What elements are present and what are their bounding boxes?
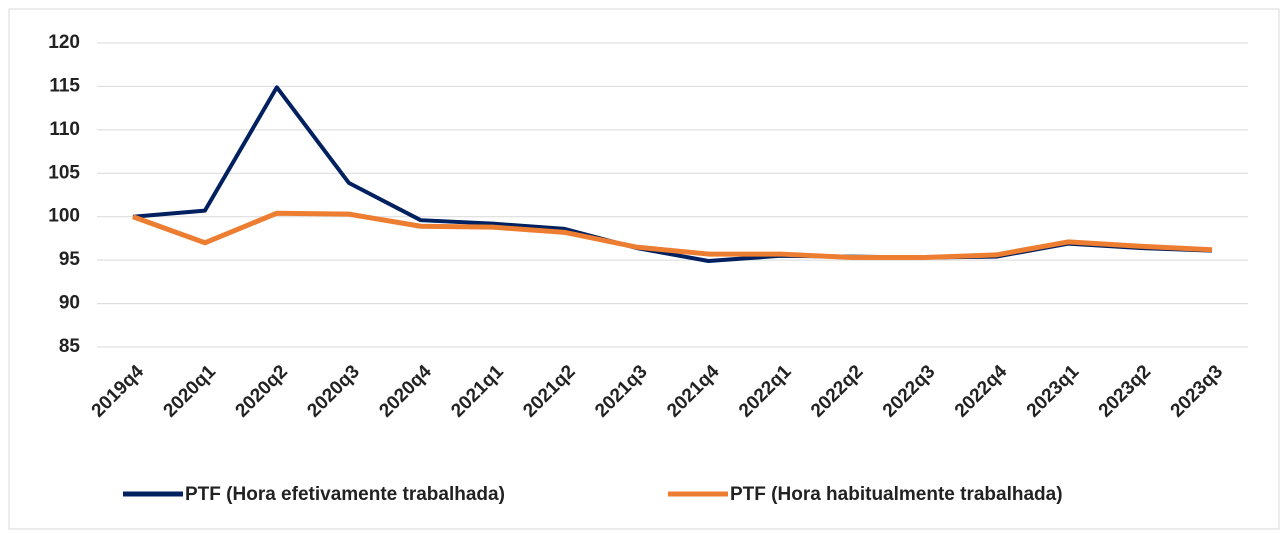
y-tick-label: 115 — [49, 75, 80, 96]
series-line — [132, 210, 1213, 261]
legend-label: PTF (Hora habitualmente trabalhada) — [730, 484, 1063, 505]
y-tick-label: 100 — [48, 206, 80, 227]
chart-border — [8, 8, 1280, 530]
y-tick-label: 90 — [59, 293, 80, 314]
y-tick-label: 120 — [48, 32, 80, 53]
y-tick-label: 95 — [59, 249, 81, 270]
y-tick-label: 110 — [49, 119, 80, 140]
y-tick-label: 85 — [59, 336, 81, 357]
legend-label: PTF (Hora efetivamente trabalhada) — [185, 484, 505, 505]
y-tick-label: 105 — [48, 162, 80, 183]
